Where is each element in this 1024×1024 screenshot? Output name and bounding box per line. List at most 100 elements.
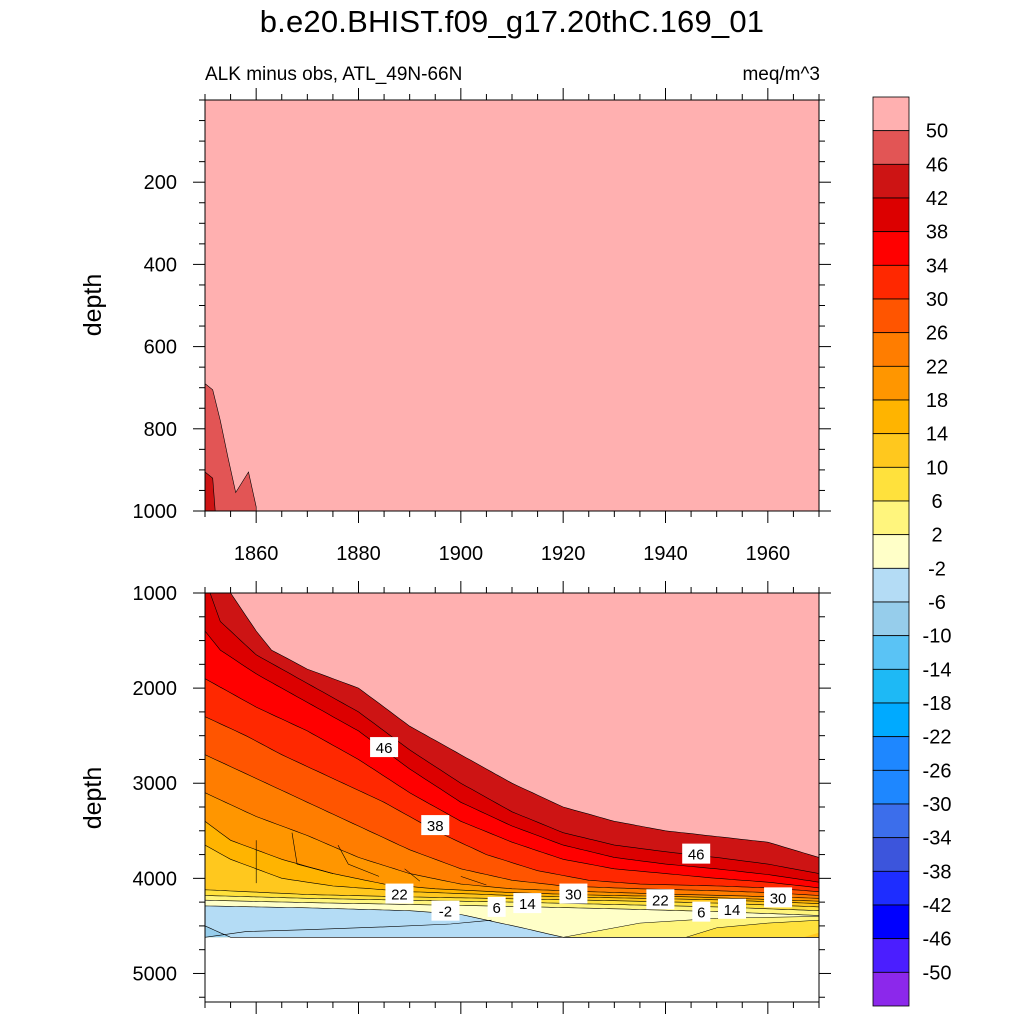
- colorbar-swatch: [872, 736, 910, 771]
- contour-label-box: [487, 896, 506, 917]
- upper-background-fill: [205, 100, 819, 511]
- colorbar-label: 38: [926, 222, 948, 244]
- colorbar-swatch: [872, 702, 910, 738]
- colorbar-swatch: [872, 938, 910, 973]
- upper-panel: 1860 1880 1900 1920 1940 1960 200 400 600 800 1000…: [79, 88, 831, 565]
- colorbar-swatch: [872, 264, 910, 300]
- colorbar-label: 2: [931, 525, 942, 547]
- colorbar-swatch: [872, 298, 910, 334]
- contour-line-42: [205, 593, 819, 874]
- colorbar-label: 34: [926, 255, 948, 277]
- upper-xtick-label: 1860: [234, 543, 279, 565]
- contour-label-text: 14: [519, 896, 536, 913]
- colorbar-label: 50: [926, 121, 948, 143]
- lower-ytick-label: 3000: [133, 773, 178, 795]
- colorbar-swatch: [872, 971, 910, 1007]
- upper-ytick-label: 400: [144, 254, 177, 276]
- contour-label-text: 30: [565, 887, 582, 904]
- contour-label-box: [431, 900, 460, 921]
- colorbar-swatch: [872, 500, 910, 536]
- contour-line-14: [205, 844, 819, 904]
- colorbar-swatch: [872, 803, 910, 839]
- colorbar-swatch: [872, 635, 910, 670]
- contour-label-text: 6: [492, 900, 500, 917]
- contour-label-box: [718, 898, 747, 919]
- contour-label-4: 30: [559, 883, 588, 904]
- contour-label-11: 14: [718, 898, 747, 919]
- colorbar-swatch: [872, 399, 910, 435]
- contour-label-box: [692, 901, 711, 922]
- colorbar-swatch: [872, 534, 910, 569]
- upper-ytick-label: 200: [144, 172, 177, 194]
- contour-segment-3: [404, 868, 421, 882]
- contour-line-2: [205, 899, 819, 916]
- contour-label-10: 6: [692, 901, 711, 922]
- lower-panel: 46 38 46 22 30 22 30 -2 6 14 6 14 1000 2000 3000 4000 50…: [79, 581, 831, 1014]
- contour-label-text: 30: [770, 890, 787, 907]
- contour-label-text: 38: [427, 818, 444, 835]
- colorbar-label: 6: [931, 491, 942, 513]
- colorbar-swatch: [872, 466, 910, 502]
- colorbar-swatch: [872, 332, 910, 367]
- colorbar-swatch: [872, 904, 910, 940]
- contour-segment-1: [291, 832, 333, 874]
- colorbar-swatch: [872, 668, 910, 704]
- colorbar-label: -34: [923, 828, 952, 850]
- upper-ytick-label: 800: [144, 419, 177, 441]
- contour-line-46: [205, 593, 819, 858]
- upper-xtick-label: 1960: [746, 543, 791, 565]
- colorbar-label: 10: [926, 457, 948, 479]
- contour-label-9: 14: [513, 893, 542, 914]
- contour-label-2: 46: [682, 843, 711, 864]
- colorbar-label: 30: [926, 289, 948, 311]
- contour-label-7: -2: [431, 900, 460, 921]
- colorbar-swatch: [872, 96, 910, 132]
- colorbar-label: -14: [923, 659, 952, 681]
- lower-ytick-label: 5000: [133, 963, 178, 985]
- contour-label-box: [682, 843, 711, 864]
- colorbar-swatch: [872, 130, 910, 165]
- colorbar-swatch: [872, 769, 910, 805]
- lower-ytick-label: 4000: [133, 868, 178, 890]
- contour-line-26: [205, 754, 819, 896]
- colorbar-label: 42: [926, 188, 948, 210]
- colorbar-swatch: [872, 163, 910, 199]
- upper-xtick-label: 1900: [439, 543, 484, 565]
- lower-ylabel: depth: [79, 767, 107, 830]
- colorbar-swatch: [872, 197, 910, 233]
- contour-label-box: [421, 815, 450, 836]
- colorbar-label: -50: [923, 962, 952, 984]
- contour-label-text: 14: [724, 902, 741, 919]
- upper-ytick-label: 1000: [133, 501, 178, 523]
- colorbar-label: 46: [926, 154, 948, 176]
- contour-label-3: 22: [385, 883, 414, 904]
- colorbar-label: -2: [928, 558, 946, 580]
- colorbar-swatch: [872, 601, 910, 637]
- colorbar-label: 22: [926, 356, 948, 378]
- colorbar-swatch: [872, 870, 910, 906]
- colorbar-label: -6: [928, 592, 946, 614]
- contour-segment-4: [460, 876, 487, 886]
- contour-label-text: 22: [391, 887, 408, 904]
- chart-title: b.e20.BHIST.f09_g17.20thC.169_01: [259, 4, 765, 39]
- lower-ytick-label: 1000: [133, 583, 178, 605]
- contour-line-30: [205, 716, 819, 892]
- colorbar-label: -10: [923, 626, 952, 648]
- contour-line-22: [205, 792, 819, 899]
- contour-label-8: 6: [487, 896, 506, 917]
- contour-line-38: [205, 630, 819, 883]
- colorbar-swatch: [872, 837, 910, 872]
- chart-units: meq/m^3: [742, 64, 820, 85]
- upper-xtick-label: 1940: [643, 543, 688, 565]
- lower-band--2: [205, 905, 819, 938]
- colorbar-label: -46: [923, 929, 952, 951]
- lower-plot-area: 46 38 46 22 30 22 30 -2 6 14 6 14: [205, 593, 819, 1002]
- contour-label-box: [385, 883, 414, 904]
- contour-label-text: 6: [697, 905, 705, 922]
- contour-line--6: [205, 925, 819, 938]
- contour-label-box: [513, 893, 542, 914]
- contour-label-box: [764, 887, 793, 908]
- colorbar: 50 46 42 38 34 30 26 22 18 14 10 6 2 -2 -6 -10 -14 -18 -22…: [872, 96, 952, 1007]
